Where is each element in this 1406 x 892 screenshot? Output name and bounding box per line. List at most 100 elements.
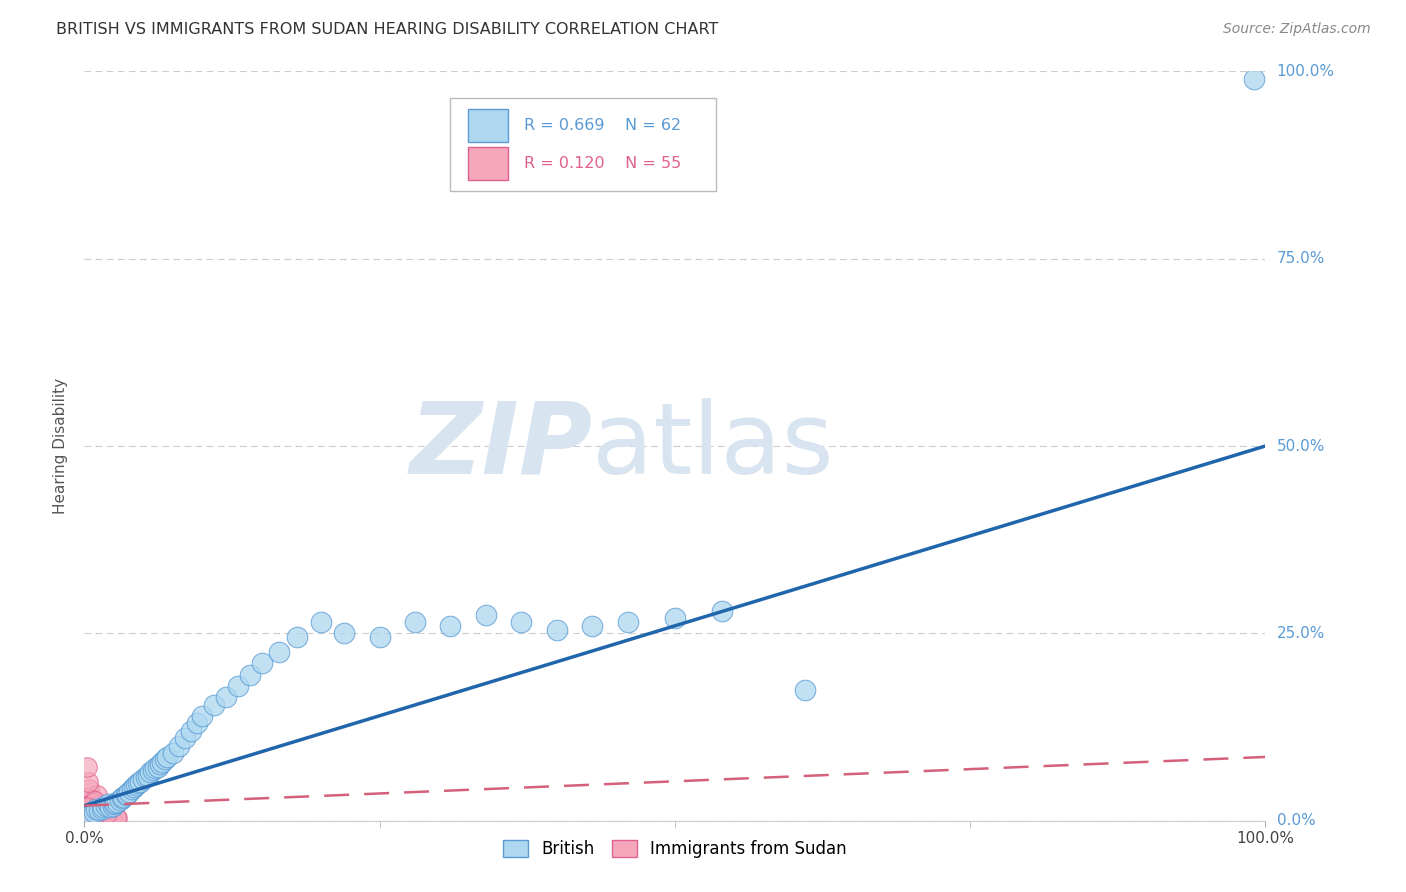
Point	[93, 812, 115, 826]
Point	[79, 813, 101, 827]
Point	[121, 782, 143, 797]
Point	[75, 805, 97, 820]
Point	[581, 619, 603, 633]
Point	[664, 611, 686, 625]
Point	[73, 810, 96, 824]
Point	[89, 810, 111, 824]
Text: 100.0%: 100.0%	[1277, 64, 1334, 78]
Legend: British, Immigrants from Sudan: British, Immigrants from Sudan	[496, 833, 853, 864]
Point	[162, 746, 184, 760]
Point	[79, 803, 101, 817]
Point	[75, 813, 97, 827]
Point	[76, 774, 98, 789]
Point	[475, 607, 498, 622]
Point	[79, 806, 101, 821]
Point	[103, 797, 125, 812]
Point	[108, 792, 131, 806]
Point	[97, 797, 120, 812]
FancyBboxPatch shape	[450, 97, 716, 191]
Point	[122, 780, 145, 794]
Point	[132, 772, 155, 787]
Point	[79, 808, 101, 822]
Point	[80, 802, 103, 816]
Point	[84, 810, 107, 824]
Point	[80, 814, 103, 828]
Point	[125, 778, 148, 792]
Point	[118, 785, 141, 799]
Point	[80, 808, 103, 822]
Text: BRITISH VS IMMIGRANTS FROM SUDAN HEARING DISABILITY CORRELATION CHART: BRITISH VS IMMIGRANTS FROM SUDAN HEARING…	[56, 22, 718, 37]
Point	[94, 798, 117, 813]
Point	[711, 604, 734, 618]
Point	[98, 800, 121, 814]
FancyBboxPatch shape	[468, 109, 509, 142]
Point	[191, 708, 214, 723]
Point	[76, 814, 98, 828]
Point	[128, 774, 150, 789]
Point	[439, 619, 461, 633]
Point	[75, 806, 97, 821]
Point	[127, 776, 149, 790]
Point	[510, 615, 533, 629]
Text: 50.0%: 50.0%	[1277, 439, 1324, 453]
Point	[80, 799, 103, 814]
Text: Source: ZipAtlas.com: Source: ZipAtlas.com	[1223, 22, 1371, 37]
Point	[82, 800, 104, 814]
Point	[77, 807, 100, 822]
Point	[75, 790, 97, 805]
Point	[75, 800, 97, 814]
Point	[404, 615, 426, 629]
Point	[76, 800, 98, 814]
Point	[285, 630, 308, 644]
Point	[83, 807, 105, 822]
Point	[180, 723, 202, 738]
Point	[90, 797, 112, 812]
Point	[156, 750, 179, 764]
Point	[186, 716, 208, 731]
Point	[107, 811, 129, 825]
Point	[82, 814, 104, 828]
Point	[250, 657, 273, 671]
Point	[112, 789, 135, 804]
Point	[269, 645, 291, 659]
Point	[76, 812, 98, 826]
Point	[87, 802, 110, 816]
Point	[150, 755, 173, 769]
Point	[114, 788, 136, 802]
Point	[75, 805, 97, 819]
Point	[73, 813, 96, 827]
Point	[76, 760, 98, 774]
Point	[1243, 71, 1265, 86]
Point	[84, 794, 107, 808]
Point	[202, 698, 225, 712]
Point	[149, 757, 172, 772]
Point	[91, 800, 114, 814]
Point	[115, 787, 138, 801]
Point	[368, 630, 391, 644]
Point	[135, 770, 157, 784]
Point	[239, 667, 262, 681]
Point	[309, 615, 332, 629]
Point	[111, 791, 134, 805]
Point	[91, 802, 114, 816]
Point	[167, 739, 190, 753]
Point	[82, 793, 104, 807]
Point	[173, 731, 195, 746]
Point	[75, 813, 97, 827]
Point	[73, 801, 96, 815]
Point	[153, 752, 176, 766]
Point	[226, 679, 249, 693]
Text: 25.0%: 25.0%	[1277, 626, 1324, 640]
Point	[101, 800, 124, 814]
Point	[143, 761, 166, 775]
Point	[87, 803, 110, 817]
Point	[75, 812, 97, 826]
Point	[75, 805, 97, 819]
Point	[76, 810, 98, 824]
Point	[84, 802, 107, 816]
Text: atlas: atlas	[592, 398, 834, 494]
Point	[101, 813, 124, 827]
Point	[142, 763, 165, 777]
FancyBboxPatch shape	[468, 147, 509, 180]
Point	[82, 796, 104, 810]
